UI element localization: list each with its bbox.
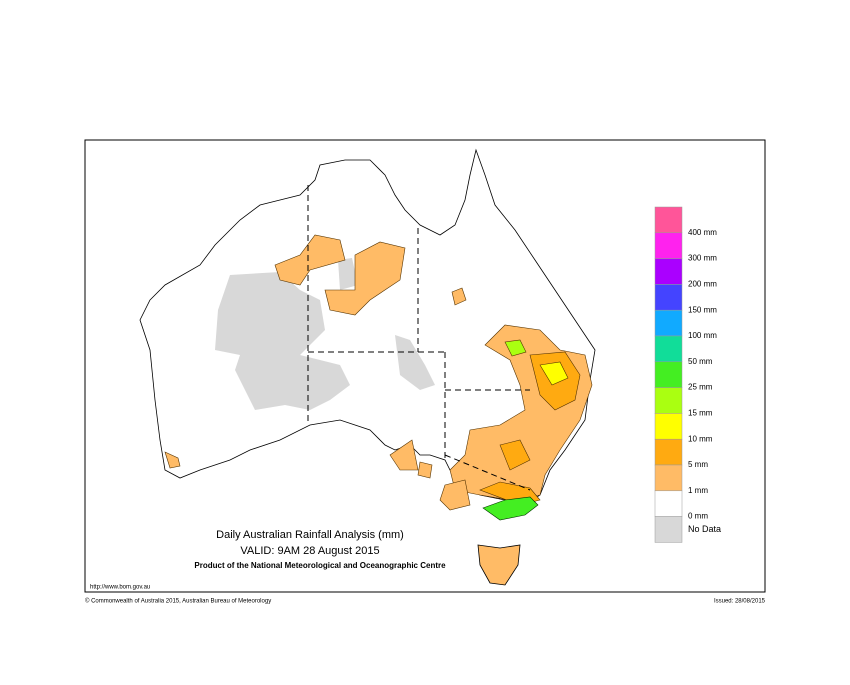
legend-label: 200 mm bbox=[688, 280, 717, 289]
rain-area bbox=[439, 479, 471, 511]
rain-area bbox=[504, 339, 527, 357]
legend-swatch bbox=[654, 438, 683, 466]
legend-swatch bbox=[654, 258, 683, 285]
product-note: Product of the National Meteorological a… bbox=[194, 561, 446, 570]
rain-area bbox=[417, 461, 433, 479]
mainland bbox=[139, 148, 596, 506]
legend-label: No Data bbox=[688, 524, 721, 534]
no-data-area bbox=[395, 335, 435, 390]
legend-label: 25 mm bbox=[688, 383, 713, 392]
legend-swatch bbox=[654, 309, 683, 337]
legend-swatch bbox=[654, 284, 683, 311]
rain-area bbox=[499, 439, 531, 471]
source-url: http://www.bom.gov.au bbox=[90, 585, 150, 591]
tasmania bbox=[477, 544, 521, 586]
legend: 400 mm 300 mm 200 mm 150 mm 100 mm 50 mm 25 mm… bbox=[654, 206, 721, 543]
australia bbox=[139, 148, 596, 586]
rain-area bbox=[389, 439, 419, 471]
legend-swatch bbox=[654, 206, 683, 234]
legend-swatch bbox=[654, 413, 683, 440]
legend-label: 10 mm bbox=[688, 434, 713, 443]
legend-swatch bbox=[654, 516, 683, 543]
legend-label: 50 mm bbox=[688, 357, 713, 366]
legend-label: 400 mm bbox=[688, 228, 717, 237]
copyright: © Commonwealth of Australia 2015, Austra… bbox=[85, 598, 271, 605]
legend-label: 5 mm bbox=[688, 460, 708, 469]
state-borders bbox=[307, 185, 531, 491]
legend-label: 300 mm bbox=[688, 254, 717, 263]
map-title: Daily Australian Rainfall Analysis (mm) bbox=[216, 529, 404, 541]
legend-swatch bbox=[654, 232, 683, 259]
legend-swatch bbox=[654, 464, 683, 492]
no-data-area bbox=[338, 258, 358, 290]
legend-label: 100 mm bbox=[688, 331, 717, 340]
legend-label: 15 mm bbox=[688, 409, 713, 418]
legend-label: 0 mm bbox=[688, 512, 708, 521]
rain-area bbox=[324, 241, 406, 316]
rain-area bbox=[539, 361, 569, 386]
valid-time: VALID: 9AM 28 August 2015 bbox=[240, 545, 379, 557]
rain-area bbox=[451, 287, 467, 306]
rain-area bbox=[482, 496, 539, 521]
legend-swatch bbox=[654, 361, 683, 388]
rain-area bbox=[164, 451, 181, 469]
no-data-area bbox=[215, 272, 350, 410]
legend-label: 1 mm bbox=[688, 486, 708, 495]
legend-swatch bbox=[654, 387, 683, 414]
legend-swatch bbox=[654, 490, 683, 517]
rain-area bbox=[274, 234, 346, 286]
legend-swatch bbox=[654, 335, 683, 363]
legend-label: 150 mm bbox=[688, 305, 717, 314]
issued-date: Issued: 28/08/2015 bbox=[714, 599, 766, 605]
